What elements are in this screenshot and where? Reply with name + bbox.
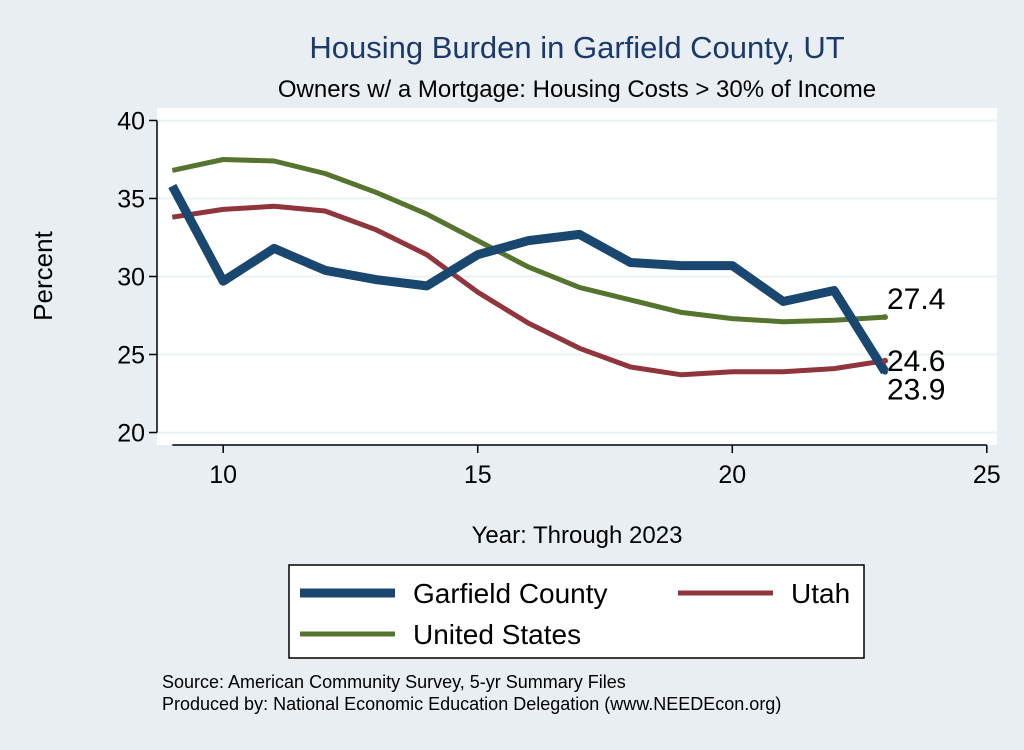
gridlines bbox=[157, 119, 997, 434]
x-tick-label: 15 bbox=[464, 461, 492, 489]
series-line-garfield-county bbox=[168, 183, 889, 375]
end-marker bbox=[882, 368, 888, 375]
chart-subtitle: Owners w/ a Mortgage: Housing Costs > 30… bbox=[278, 76, 876, 103]
chart-title: Housing Burden in Garfield County, UT bbox=[309, 30, 844, 65]
series-lines bbox=[168, 157, 889, 378]
legend-label: United States bbox=[413, 619, 581, 650]
x-tick-label: 20 bbox=[718, 461, 746, 489]
x-tick-label: 10 bbox=[209, 461, 237, 489]
end-marker bbox=[882, 314, 888, 321]
axes: 20 25 30 35 40 10 15 20 25 bbox=[117, 107, 1001, 489]
y-tick-label: 30 bbox=[117, 264, 145, 292]
legend-box bbox=[288, 564, 865, 659]
legend-label: Garfield County bbox=[413, 578, 608, 609]
legend: Garfield County Utah United States bbox=[288, 564, 865, 659]
x-axis-title: Year: Through 2023 bbox=[472, 522, 683, 549]
end-label: 24.6 bbox=[887, 345, 945, 378]
end-marker bbox=[882, 357, 888, 364]
end-label: 27.4 bbox=[887, 283, 945, 316]
series-line-utah bbox=[171, 203, 886, 378]
end-labels: 23.924.6 27.4 bbox=[882, 283, 945, 407]
y-tick-label: 35 bbox=[117, 185, 145, 213]
y-axis-title: Percent bbox=[28, 230, 58, 320]
y-tick-label: 25 bbox=[117, 342, 145, 370]
x-tick-label: 25 bbox=[973, 461, 1001, 489]
produced-by-note: Produced by: National Economic Education… bbox=[162, 694, 781, 714]
y-tick-label: 40 bbox=[117, 107, 145, 135]
series-line-united-states bbox=[171, 157, 886, 325]
legend-items: Garfield County Utah United States bbox=[300, 578, 850, 650]
end-label: 23.9 bbox=[887, 374, 945, 407]
legend-label: Utah bbox=[791, 578, 850, 609]
source-note: Source: American Community Survey, 5-yr … bbox=[162, 672, 626, 692]
y-tick-label: 20 bbox=[117, 420, 145, 448]
